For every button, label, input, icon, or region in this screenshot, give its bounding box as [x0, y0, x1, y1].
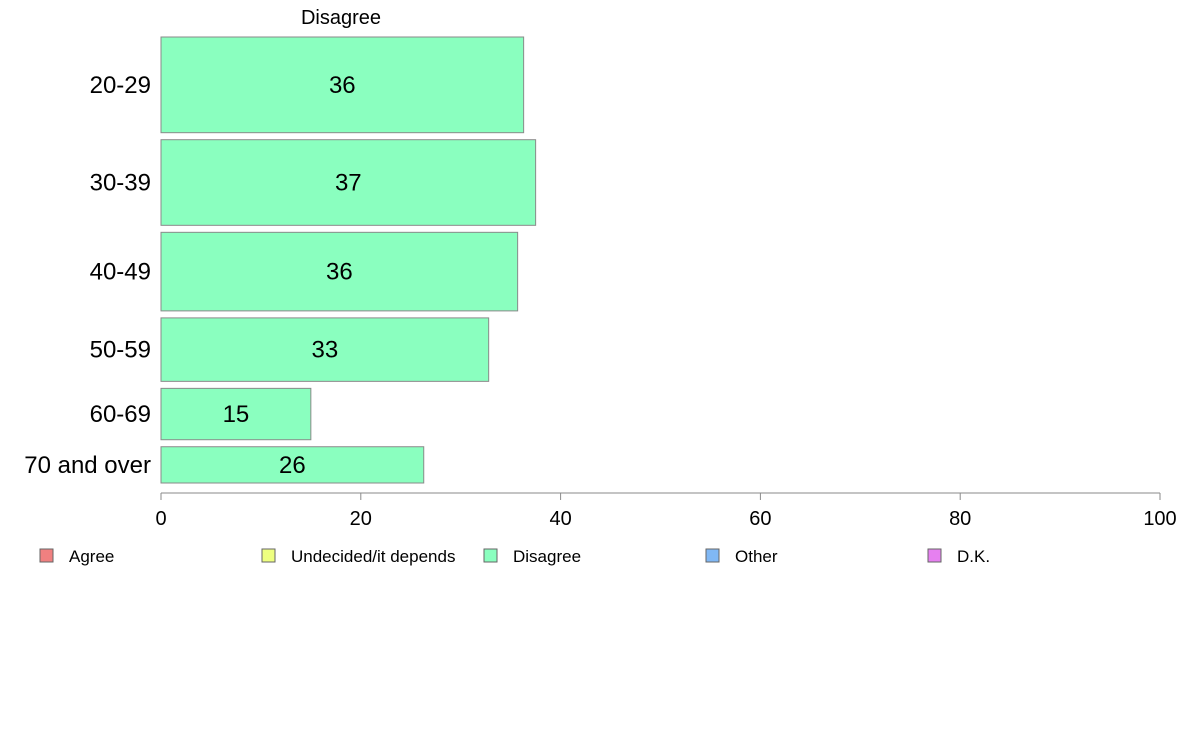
legend-label: D.K.	[957, 547, 990, 566]
bar-value-label: 36	[326, 259, 353, 286]
legend-label: Undecided/it depends	[291, 547, 455, 566]
legend-swatch-d-k-	[927, 548, 942, 563]
x-tick-label: 0	[155, 508, 166, 530]
x-tick-label: 40	[549, 508, 571, 530]
bar-40-49	[160, 231, 519, 312]
legend-swatch-agree	[39, 548, 54, 563]
category-label: 60-69	[90, 401, 151, 428]
legend: Agree Undecided/it depends Disagree Other D.…	[39, 547, 990, 566]
bar-60-69	[160, 387, 312, 441]
bar-30-39	[160, 139, 537, 226]
bar-50-59	[160, 317, 490, 382]
bars-group: 36 20-29 37 30-39 36 40-49 33 50-59 15 60-69 26 70 …	[24, 36, 537, 484]
bar-value-label: 36	[329, 72, 356, 99]
bar-20-29	[160, 36, 525, 134]
panel-title: Disagree	[301, 7, 381, 29]
legend-label: Other	[735, 547, 778, 566]
category-label: 70 and over	[24, 452, 151, 479]
x-tick-label: 60	[749, 508, 771, 530]
x-tick-label: 20	[350, 508, 372, 530]
legend-label: Agree	[69, 547, 114, 566]
legend-swatch-undecided-it-depends	[261, 548, 276, 563]
bar-value-label: 33	[311, 337, 338, 364]
legend-label: Disagree	[513, 547, 581, 566]
category-label: 20-29	[90, 72, 151, 99]
category-label: 30-39	[90, 170, 151, 197]
bar-value-label: 26	[279, 452, 306, 479]
legend-swatch-disagree	[483, 548, 498, 563]
bar-value-label: 37	[335, 170, 362, 197]
bar-70-and-over	[160, 446, 425, 484]
x-tick-label: 100	[1143, 508, 1176, 530]
legend-swatch-other	[705, 548, 720, 563]
category-label: 40-49	[90, 259, 151, 286]
category-label: 50-59	[90, 337, 151, 364]
x-axis: 0 20 40 60 80 100	[155, 492, 1177, 530]
bar-value-label: 15	[223, 401, 250, 428]
x-tick-label: 80	[949, 508, 971, 530]
